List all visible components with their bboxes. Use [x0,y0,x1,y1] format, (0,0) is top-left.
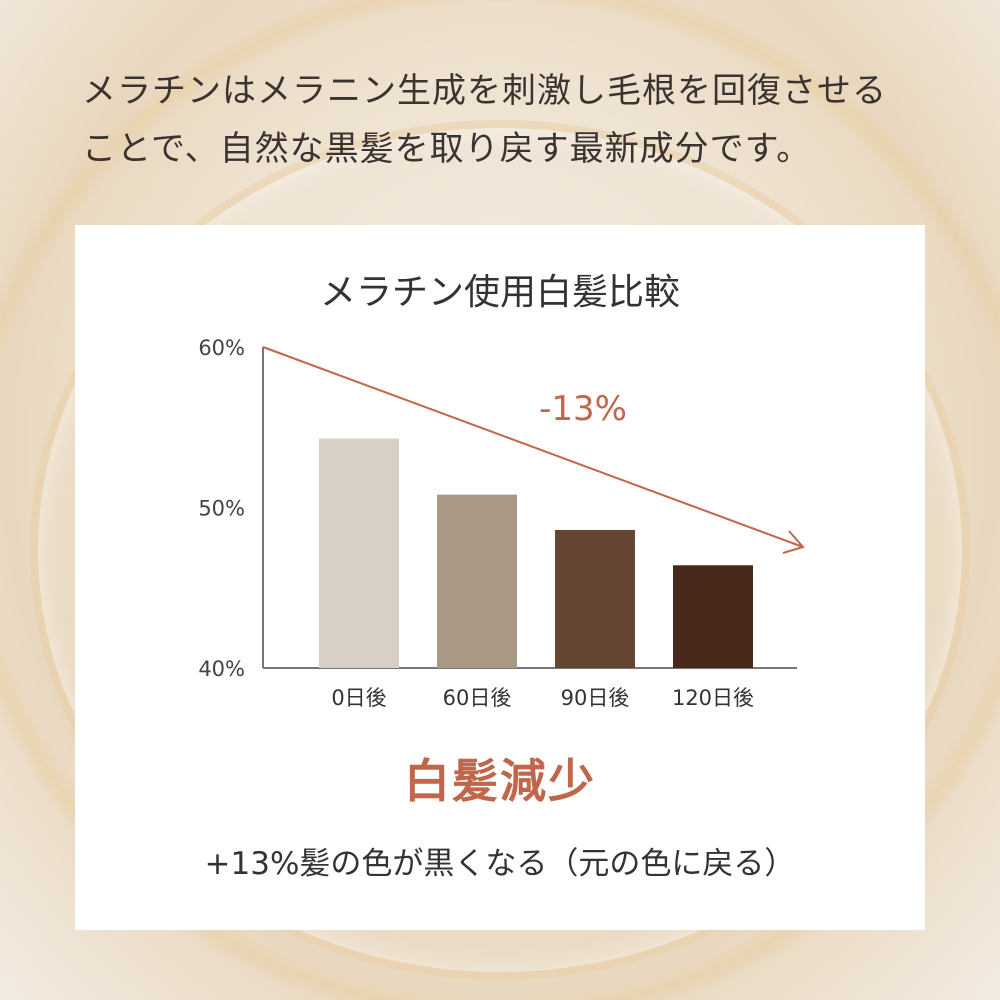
bar [319,438,399,668]
trend-arrow [262,346,804,548]
subtext: +13%髪の色が黒くなる（元の色に戻る） [204,846,796,882]
y-tick-label: 40% [198,657,245,681]
x-tick-label: 90日後 [561,686,630,710]
arrow-head-icon [782,530,805,554]
intro-line: メラチンはメラニン生成を刺激し毛根を回復させる [82,71,887,111]
bar [555,529,635,668]
bar [437,494,517,668]
trend-annotation: -13% [539,389,627,429]
bar [673,565,753,668]
intro-line: ことで、自然な黒髪を取り戻す最新成分です。 [82,129,812,169]
headline: 白髪減少 [404,754,596,808]
chart-card: メラチン使用白髪比較 60% 50% 40% 0日後 60日後 90日後 120日後 -13%… [75,225,925,930]
x-tick-label: 120日後 [672,686,754,710]
x-tick-label: 60日後 [443,686,512,710]
background-ring [30,120,970,980]
y-tick-label: 50% [198,497,245,521]
chart-title: メラチン使用白髪比較 [319,272,680,313]
y-tick-label: 60% [198,336,245,360]
intro-text: メラチンはメラニン生成を刺激し毛根を回復させる ことで、自然な黒髪を取り戻す最新… [82,62,942,178]
x-tick-label: 0日後 [331,686,386,710]
bar-chart: 60% 50% 40% 0日後 60日後 90日後 120日後 -13% [198,336,805,710]
